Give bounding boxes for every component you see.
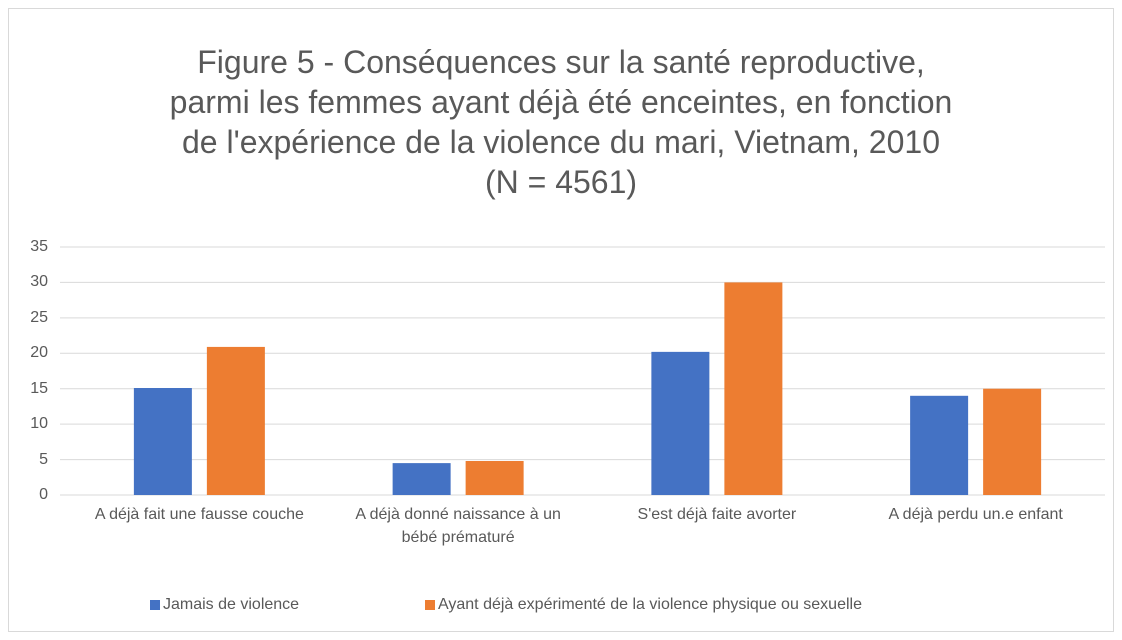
x-tick-label: A déjà fait une fausse couche [94, 506, 304, 523]
legend-swatch [425, 600, 435, 610]
chart-subtitle: (N = 4561) [484, 164, 638, 200]
bar [465, 460, 524, 495]
bar [133, 388, 192, 495]
y-tick-label: 5 [39, 450, 48, 468]
bar [206, 346, 265, 495]
bar [983, 388, 1042, 495]
bar [724, 282, 783, 495]
y-tick-label: 10 [30, 415, 48, 433]
chart-title: Figure 5 - Conséquences sur la santé rep… [169, 44, 953, 160]
legend-label: Jamais de violence [163, 596, 300, 613]
y-tick-label: 15 [30, 379, 48, 397]
y-tick-label: 0 [39, 486, 48, 503]
bar [392, 463, 451, 495]
x-tick-label: A déjà donné naissance à un bébé prématu… [355, 506, 561, 546]
y-tick-label: 20 [30, 344, 48, 362]
chart-border [8, 8, 1114, 632]
y-tick-label: 35 [30, 238, 48, 255]
bar [910, 395, 969, 495]
y-tick-label: 25 [30, 308, 48, 326]
y-tick-label: 30 [30, 273, 48, 291]
legend-label: Ayant déjà expérimenté de la violence ph… [438, 596, 862, 613]
bar [651, 351, 710, 495]
x-tick-label: S'est déjà faite avorter [637, 506, 797, 523]
x-tick-label: A déjà perdu un.e enfant [888, 506, 1063, 523]
legend-swatch [150, 600, 160, 610]
